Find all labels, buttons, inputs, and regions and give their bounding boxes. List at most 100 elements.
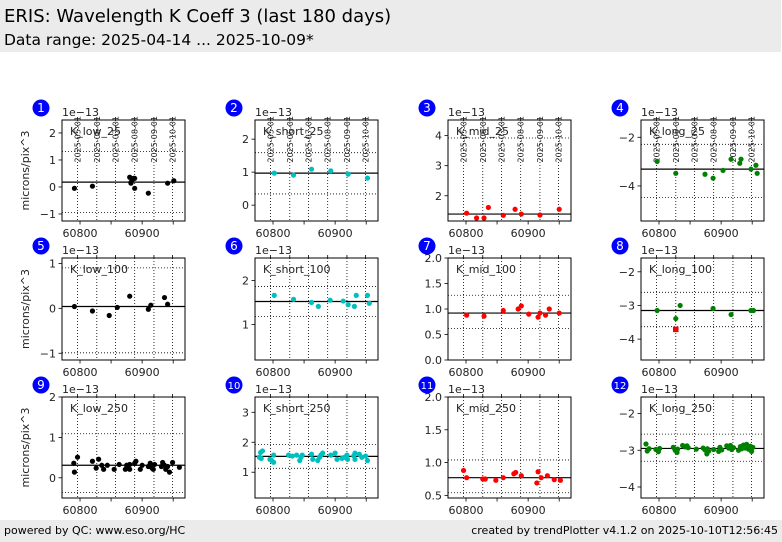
panel-label: K_mid_250 bbox=[456, 402, 516, 415]
date-tick-label: 2025-10-01 bbox=[748, 116, 757, 163]
x-tick-label: 60800 bbox=[256, 504, 291, 517]
panel-number-badge bbox=[418, 237, 436, 255]
scale-label: 1e−13 bbox=[62, 244, 99, 257]
panel-number-badge bbox=[32, 237, 50, 255]
date-tick-label: 2025-10-01 bbox=[555, 116, 564, 163]
scale-label: 1e−13 bbox=[448, 106, 485, 119]
data-point bbox=[512, 206, 518, 212]
data-point bbox=[685, 445, 691, 451]
scale-label: 1e−13 bbox=[62, 383, 99, 396]
y-tick-label: 1 bbox=[242, 466, 249, 479]
data-point bbox=[673, 170, 679, 176]
data-point bbox=[127, 461, 133, 468]
data-point bbox=[353, 292, 359, 298]
panel-frame bbox=[254, 396, 379, 499]
data-point bbox=[657, 445, 663, 452]
x-tick-label: 60800 bbox=[63, 227, 98, 240]
data-point bbox=[677, 302, 683, 309]
x-tick-label: 60900 bbox=[704, 366, 739, 379]
y-tick-label: 4 bbox=[435, 130, 442, 143]
badge-number: 7 bbox=[423, 239, 431, 253]
data-point bbox=[127, 466, 133, 472]
date-tick-label: 2025-09-01 bbox=[536, 116, 545, 163]
panel-frame bbox=[61, 257, 186, 361]
data-point bbox=[71, 469, 78, 475]
badge-number: 8 bbox=[616, 239, 624, 253]
date-tick-label: 2025-05-01 bbox=[653, 116, 662, 163]
panel-label: K_low_25 bbox=[70, 125, 121, 138]
y-tick-label: 1 bbox=[242, 166, 249, 179]
y-tick-label: 1 bbox=[49, 431, 56, 444]
badge-number: 2 bbox=[230, 101, 238, 115]
panel-number-badge bbox=[32, 99, 50, 117]
data-point bbox=[166, 469, 173, 475]
data-point bbox=[557, 477, 564, 483]
date-tick-label: 2025-08-01 bbox=[517, 116, 526, 163]
panel-label: K_short_100 bbox=[263, 263, 330, 276]
data-point bbox=[464, 475, 470, 481]
data-point bbox=[328, 452, 334, 458]
data-point bbox=[518, 211, 524, 217]
data-point bbox=[345, 302, 351, 308]
data-point bbox=[748, 166, 754, 172]
panel-number-badge bbox=[611, 376, 629, 394]
data-point bbox=[344, 452, 350, 458]
data-point bbox=[485, 204, 491, 211]
data-point bbox=[518, 303, 524, 309]
data-point bbox=[271, 452, 277, 458]
y-tick-label: −3 bbox=[619, 299, 635, 312]
y-tick-label: −4 bbox=[619, 481, 635, 494]
data-point bbox=[535, 314, 541, 320]
data-point bbox=[706, 448, 712, 454]
scale-label: 1e−13 bbox=[448, 383, 485, 396]
panel-frame bbox=[447, 119, 572, 222]
data-point bbox=[148, 302, 154, 308]
data-point bbox=[139, 462, 145, 468]
panel-k-mid-25: 2025-05-01 2025-06-01 2025-07-01 2025-08-01… bbox=[418, 99, 572, 240]
data-point bbox=[344, 456, 351, 462]
data-point bbox=[551, 477, 557, 483]
data-point bbox=[310, 456, 316, 462]
x-tick-label: 60900 bbox=[125, 366, 160, 379]
x-tick-label: 60900 bbox=[704, 227, 739, 240]
badge-number: 3 bbox=[423, 101, 431, 115]
data-point bbox=[334, 456, 340, 462]
badge-number: 9 bbox=[37, 378, 45, 392]
data-point bbox=[104, 462, 110, 468]
x-tick-label: 60900 bbox=[125, 504, 160, 517]
data-point bbox=[711, 446, 717, 453]
y-tick-label: −3 bbox=[619, 444, 635, 457]
scale-label: 1e−13 bbox=[641, 383, 678, 396]
data-point bbox=[464, 312, 470, 318]
scale-label: 1e−13 bbox=[255, 106, 292, 119]
date-tick-label: 2025-09-01 bbox=[729, 116, 738, 163]
panel-frame bbox=[254, 257, 379, 361]
x-tick-label: 60800 bbox=[449, 366, 484, 379]
panel-k-mid-100: 60800 60900 0.0 0.5 1.0 1.5 2.0 K_mid_100 1e−13 7 bbox=[418, 237, 572, 379]
data-point bbox=[513, 469, 519, 476]
data-point bbox=[308, 166, 315, 172]
data-point bbox=[493, 477, 499, 483]
y-tick-label: 0 bbox=[49, 472, 56, 485]
scale-label: 1e−13 bbox=[255, 244, 292, 257]
data-point bbox=[145, 306, 151, 312]
data-point bbox=[294, 452, 300, 458]
scale-label: 1e−13 bbox=[62, 106, 99, 119]
data-point bbox=[161, 294, 168, 301]
outlier-point bbox=[673, 326, 679, 333]
panel-k-mid-250: 60800 60900 0.5 1.0 1.5 2.0 K_mid_250 1e−13 11 bbox=[418, 376, 572, 517]
data-point bbox=[290, 296, 297, 302]
data-point bbox=[352, 456, 358, 462]
panel-label: K_mid_25 bbox=[456, 125, 509, 138]
scale-label: 1e−13 bbox=[448, 244, 485, 257]
data-point bbox=[271, 170, 277, 176]
y-tick-label: −1 bbox=[40, 208, 56, 221]
panel-number-badge bbox=[418, 376, 436, 394]
panel-number-badge bbox=[32, 376, 50, 394]
data-point bbox=[332, 450, 338, 456]
date-tick-label: 2025-06-01 bbox=[286, 116, 295, 163]
data-point bbox=[101, 466, 107, 472]
data-point bbox=[351, 303, 357, 309]
panel-number-badge bbox=[418, 99, 436, 117]
